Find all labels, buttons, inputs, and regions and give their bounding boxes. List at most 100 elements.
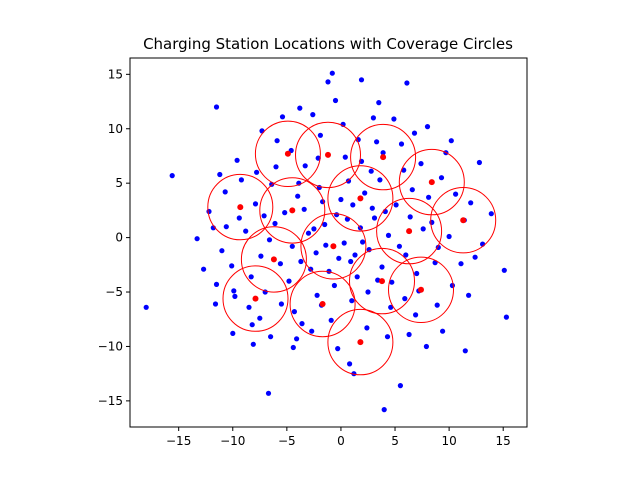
data-point — [396, 243, 402, 249]
data-point — [348, 258, 354, 265]
coverage-circles-layer — [207, 120, 497, 376]
data-point — [347, 361, 353, 367]
coverage-circle — [430, 187, 497, 254]
data-point — [472, 254, 478, 260]
data-point — [418, 161, 424, 167]
data-point — [236, 215, 242, 221]
data-point — [230, 330, 236, 336]
coverage-circle — [327, 308, 394, 376]
x-tick-label: −10 — [220, 434, 245, 448]
data-point — [503, 314, 509, 320]
data-point — [369, 205, 375, 211]
data-point — [223, 224, 229, 230]
data-point — [291, 309, 297, 315]
y-tick-label: 10 — [108, 122, 123, 136]
data-point — [201, 266, 207, 272]
coverage-circle — [327, 165, 394, 232]
coverage-circle — [398, 148, 465, 216]
data-point — [423, 343, 429, 350]
x-tick-label: 10 — [441, 434, 456, 448]
coverage-circle — [207, 173, 274, 241]
data-point — [364, 325, 370, 331]
data-point — [420, 226, 426, 232]
data-point — [365, 289, 371, 295]
stations-layer — [237, 150, 467, 346]
data-point — [375, 277, 381, 283]
data-point — [272, 220, 278, 227]
data-point — [334, 212, 340, 218]
data-point — [377, 177, 383, 183]
coverage-circle — [295, 121, 361, 189]
y-tick-label: −15 — [98, 394, 123, 408]
data-point — [328, 317, 334, 323]
data-point — [379, 264, 385, 270]
coverage-circle — [300, 213, 367, 280]
data-point — [352, 252, 358, 258]
data-point — [388, 304, 394, 310]
coverage-circle — [388, 256, 454, 323]
data-point — [282, 210, 288, 216]
data-point — [458, 261, 464, 267]
data-point — [429, 219, 435, 225]
data-point — [371, 215, 378, 221]
data-point — [313, 250, 319, 256]
data-point — [279, 114, 286, 120]
data-point — [362, 190, 368, 196]
data-point — [311, 226, 317, 232]
data-point — [407, 214, 413, 220]
data-point — [278, 301, 284, 307]
station-point — [379, 278, 385, 285]
data-point — [488, 211, 494, 217]
station-point — [357, 195, 364, 202]
data-point — [323, 242, 329, 248]
data-point — [384, 334, 391, 340]
station-point — [460, 217, 467, 224]
data-point — [448, 138, 454, 144]
data-point — [273, 164, 279, 170]
station-point — [330, 243, 337, 250]
data-point — [476, 159, 482, 166]
data-point — [398, 141, 405, 147]
station-point — [428, 179, 435, 186]
data-point — [295, 193, 301, 199]
data-point — [342, 154, 348, 160]
station-point — [380, 154, 387, 161]
data-point — [468, 200, 474, 206]
station-point — [319, 301, 326, 307]
data-point — [298, 258, 304, 265]
y-tick-label: 15 — [108, 67, 123, 81]
data-point — [350, 202, 356, 208]
data-point — [338, 196, 344, 203]
coverage-circle — [350, 123, 417, 191]
data-point — [385, 232, 392, 238]
data-point — [453, 191, 459, 197]
data-point — [389, 279, 395, 285]
data-point — [440, 328, 446, 334]
data-point — [194, 236, 200, 242]
data-point — [289, 243, 295, 249]
y-axis: −15 −10 −5 0 5 10 15 — [98, 67, 130, 408]
data-point — [404, 80, 410, 86]
data-point — [335, 346, 341, 352]
data-point — [305, 230, 312, 236]
data-point — [370, 115, 376, 121]
station-point — [406, 228, 413, 235]
data-point — [261, 213, 267, 219]
data-point — [231, 288, 237, 294]
data-point — [349, 298, 355, 304]
data-point — [325, 79, 331, 85]
x-tick-label: 15 — [496, 434, 511, 448]
data-point — [434, 302, 440, 308]
x-tick-label: −15 — [166, 434, 191, 448]
data-point — [229, 263, 235, 269]
data-point — [257, 315, 263, 321]
data-point — [314, 292, 320, 298]
data-point — [297, 105, 303, 111]
data-point — [143, 304, 149, 310]
data-point — [301, 206, 307, 212]
coverage-circle — [240, 226, 307, 293]
data-point — [258, 253, 264, 259]
data-point — [446, 233, 452, 240]
data-point — [376, 100, 382, 106]
